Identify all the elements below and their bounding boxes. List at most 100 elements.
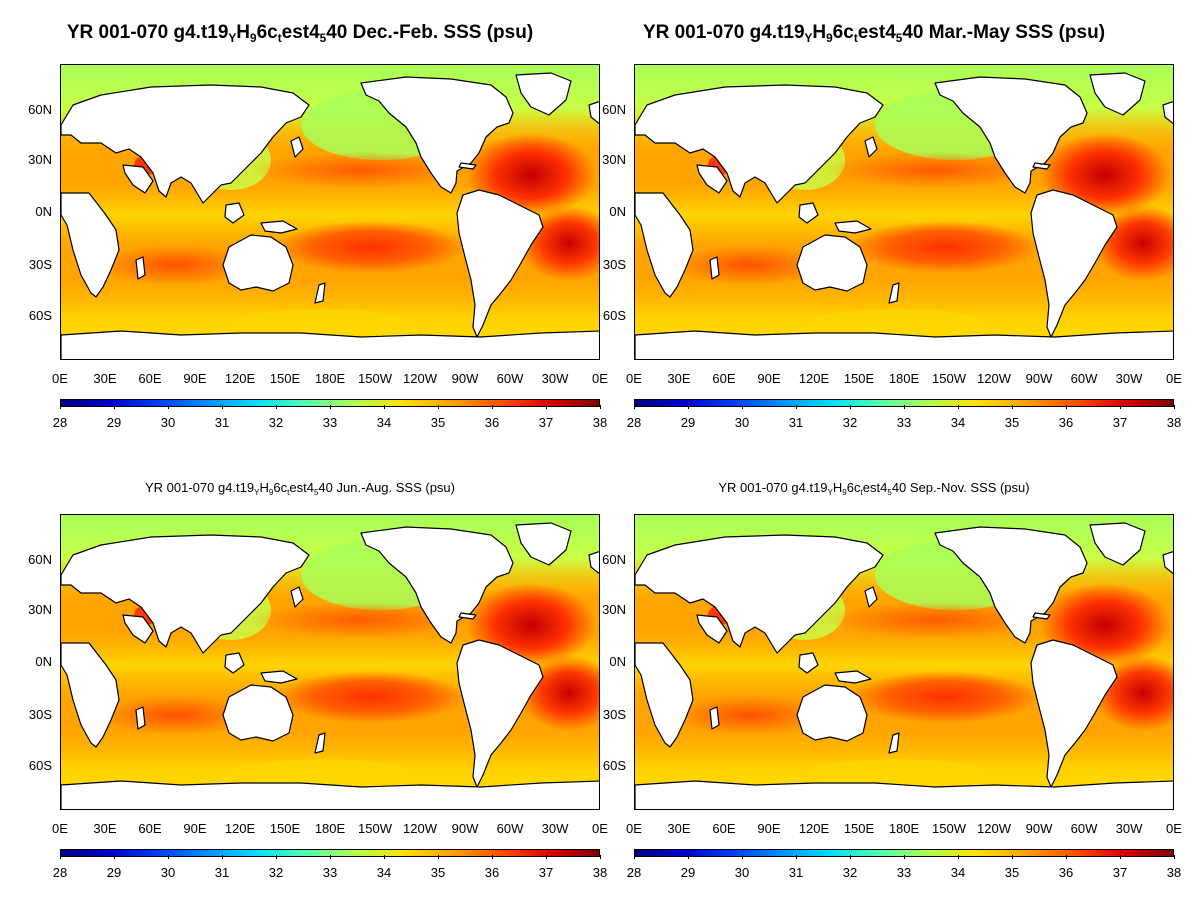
madagascar-island xyxy=(135,256,146,280)
lon-label: 60E xyxy=(712,371,736,386)
lon-label: 60W xyxy=(1070,371,1098,386)
lon-label: 150W xyxy=(358,821,392,836)
title-part: H xyxy=(812,22,827,43)
title-part: 6c xyxy=(256,22,278,43)
colorbar-tick xyxy=(384,855,385,859)
colorbar-tick-label: 29 xyxy=(106,415,122,430)
colorbar-tick-label: 30 xyxy=(734,415,750,430)
lat-label: 60S xyxy=(28,758,52,773)
lon-label: 60W xyxy=(496,371,524,386)
lon-label: 90E xyxy=(757,371,781,386)
lon-label: 60W xyxy=(496,821,524,836)
arabia-landmass xyxy=(122,614,154,644)
lon-label: 120E xyxy=(224,821,256,836)
title-subscript: 5 xyxy=(895,32,903,46)
title-part: 6c xyxy=(832,22,854,43)
colorbar-tick-label: 28 xyxy=(626,415,642,430)
colorbar-tick xyxy=(114,405,115,409)
colorbar-tick xyxy=(276,405,277,409)
lat-label: 60S xyxy=(602,758,626,773)
colorbar-tick-label: 30 xyxy=(734,865,750,880)
lon-label: 60E xyxy=(138,371,162,386)
north-pacific-salty xyxy=(825,602,1045,638)
cuba-island xyxy=(458,612,477,620)
lat-label: 30N xyxy=(602,602,626,617)
antarctica-landmass xyxy=(61,330,599,359)
title-subscript: Y xyxy=(827,487,833,497)
colorbar-tick xyxy=(1066,855,1067,859)
colorbar-tick-label: 35 xyxy=(430,415,446,430)
title-part: YR 001-070 g4.t19 xyxy=(144,480,255,495)
title-subscript: t xyxy=(287,487,290,497)
map-panel-jja: YR 001-070 g4.t19YH96ctest4540 Jun.-Aug.… xyxy=(0,450,608,900)
title-subscript: 5 xyxy=(319,32,327,46)
lon-label: 60E xyxy=(138,821,162,836)
lon-label: 150E xyxy=(843,371,875,386)
panel-title: YR 001-070 g4.t19YH96ctest4540 Jun.-Aug.… xyxy=(0,480,600,497)
lat-label: 30N xyxy=(28,602,52,617)
south-america-landmass xyxy=(456,639,544,788)
map-panel-djf: YR 001-070 g4.t19YH96ctest4540 Dec.-Feb.… xyxy=(0,0,608,450)
greenland-alt xyxy=(588,101,599,125)
title-part: 6c xyxy=(273,480,288,495)
greenland-landmass xyxy=(515,72,572,116)
southern-ocean-band xyxy=(807,759,987,787)
lon-label: 30W xyxy=(541,821,569,836)
lat-label: 60N xyxy=(28,552,52,567)
greenland-alt xyxy=(588,551,599,575)
lon-label: 120W xyxy=(403,371,437,386)
colorbar-tick xyxy=(1012,405,1013,409)
antarctica-landmass xyxy=(635,780,1173,809)
colorbar-tick-label: 31 xyxy=(214,415,230,430)
colorbar-tick xyxy=(904,855,905,859)
colorbar-tick xyxy=(796,405,797,409)
madagascar-island xyxy=(709,706,720,730)
lon-label: 30E xyxy=(667,821,691,836)
south-pacific-salty xyxy=(276,221,466,273)
colorbar-tick-label: 36 xyxy=(1058,865,1074,880)
colorbar-tick-label: 31 xyxy=(788,415,804,430)
colorbar-tick xyxy=(168,405,169,409)
lon-label: 90E xyxy=(183,821,207,836)
colorbar-tick-label: 33 xyxy=(896,865,912,880)
australia-landmass xyxy=(796,684,868,742)
africa-landmass xyxy=(61,192,120,298)
land-masses xyxy=(61,72,599,359)
map-panel-son: YR 001-070 g4.t19YH96ctest4540 Sep.-Nov.… xyxy=(574,450,1182,900)
colorbar-tick-label: 28 xyxy=(626,865,642,880)
title-subscript: 5 xyxy=(887,487,892,497)
colorbar-tick xyxy=(850,855,851,859)
colorbar-tick-label: 35 xyxy=(430,865,446,880)
colorbar-tick xyxy=(634,855,635,859)
lon-label: 0E xyxy=(1166,821,1182,836)
lon-label: 180E xyxy=(314,371,346,386)
lon-label: 120W xyxy=(403,821,437,836)
lon-label: 60E xyxy=(712,821,736,836)
title-part: H xyxy=(832,480,843,495)
colorbar-tick-label: 37 xyxy=(1112,415,1128,430)
colorbar-tick xyxy=(546,405,547,409)
panel-title: YR 001-070 g4.t19YH96ctest4540 Mar.-May … xyxy=(574,22,1174,44)
panel-title: YR 001-070 g4.t19YH96ctest4540 Dec.-Feb.… xyxy=(0,22,600,44)
lat-label: 60N xyxy=(28,102,52,117)
sss-map-svg xyxy=(61,65,599,359)
lon-label: 30E xyxy=(93,821,117,836)
lat-label: 30S xyxy=(602,257,626,272)
indian-ocean-salty xyxy=(96,695,256,735)
colorbar-tick-label: 37 xyxy=(538,865,554,880)
colorbar-tick xyxy=(600,855,601,859)
colorbar-tick-label: 36 xyxy=(1058,415,1074,430)
australia-landmass xyxy=(222,684,294,742)
australia-landmass xyxy=(796,234,868,292)
lon-label: 90W xyxy=(1025,821,1053,836)
colorbar-tick-label: 38 xyxy=(592,865,608,880)
colorbar-tick-label: 36 xyxy=(484,865,500,880)
japan-island xyxy=(290,136,304,158)
colorbar-tick xyxy=(1174,405,1175,409)
colorbar-tick xyxy=(168,855,169,859)
antarctica-landmass xyxy=(635,330,1173,359)
new-guinea-island xyxy=(260,220,298,234)
colorbar-tick-label: 31 xyxy=(788,865,804,880)
south-america-landmass xyxy=(1030,189,1118,338)
new-zealand-island xyxy=(314,282,326,304)
